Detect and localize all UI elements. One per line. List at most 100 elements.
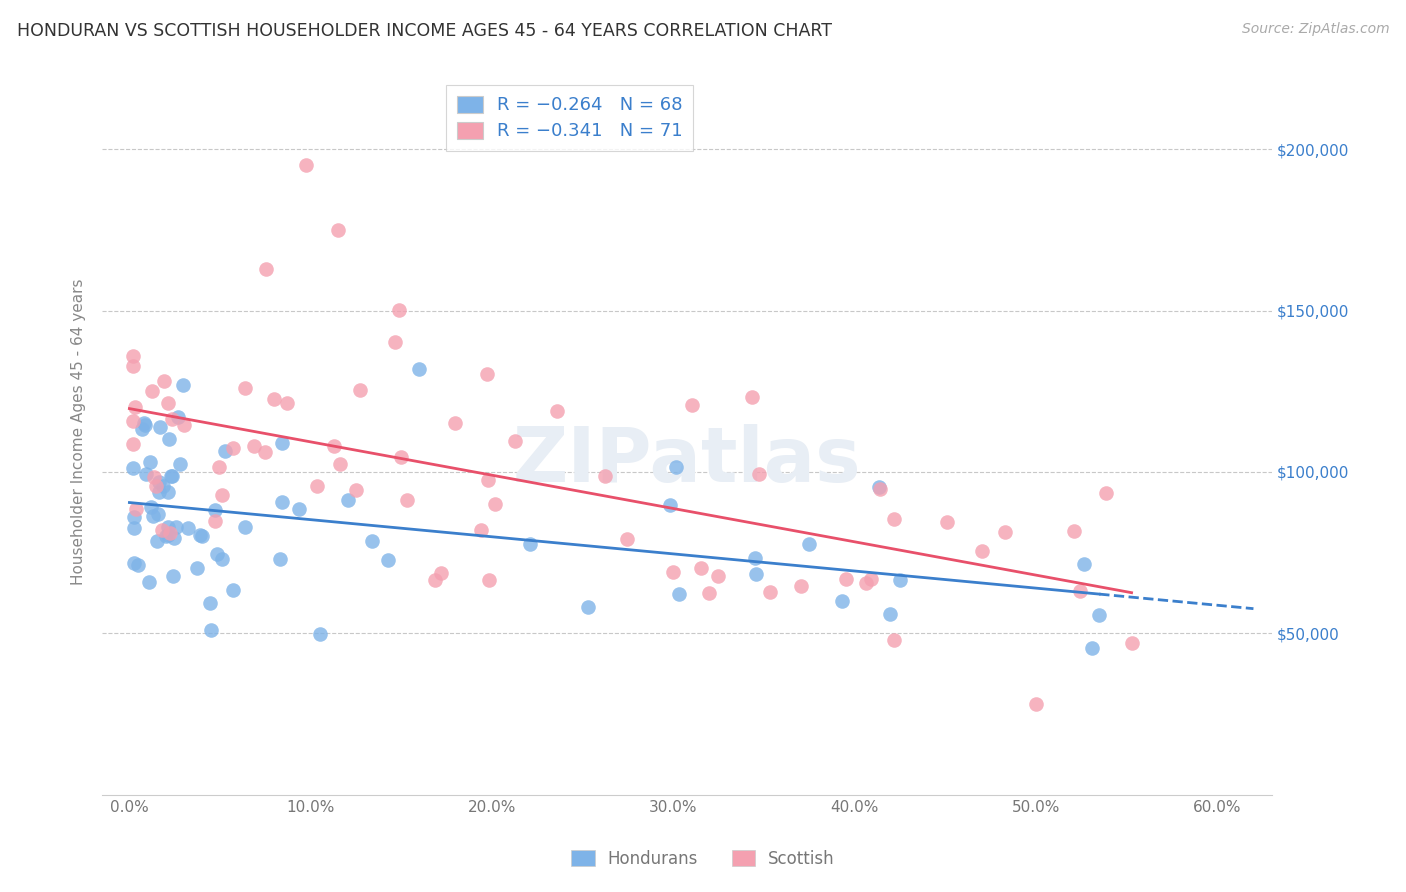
Text: HONDURAN VS SCOTTISH HOUSEHOLDER INCOME AGES 45 - 64 YEARS CORRELATION CHART: HONDURAN VS SCOTTISH HOUSEHOLDER INCOME … [17, 22, 832, 40]
Point [741, 390, 763, 404]
Point [868, 480, 890, 494]
Point [326, 223, 349, 237]
Point [429, 566, 451, 580]
Point [188, 528, 211, 542]
Point [122, 437, 145, 451]
Point [384, 334, 406, 349]
Point [243, 439, 266, 453]
Point [855, 576, 877, 591]
Point [138, 575, 160, 590]
Point [167, 410, 190, 425]
Point [122, 556, 145, 570]
Point [221, 441, 243, 455]
Point [269, 552, 291, 566]
Point [143, 470, 166, 484]
Point [831, 594, 853, 608]
Point [271, 435, 294, 450]
Point [204, 514, 226, 528]
Point [176, 521, 198, 535]
Point [276, 396, 298, 410]
Point [681, 398, 703, 412]
Point [470, 523, 492, 537]
Point [789, 579, 811, 593]
Point [150, 523, 173, 537]
Point [425, 573, 447, 587]
Point [758, 584, 780, 599]
Point [1073, 557, 1095, 571]
Point [935, 515, 957, 529]
Point [546, 404, 568, 418]
Point [477, 368, 499, 382]
Point [308, 626, 330, 640]
Point [408, 361, 430, 376]
Point [505, 434, 527, 449]
Point [970, 544, 993, 558]
Point [662, 565, 685, 579]
Point [142, 509, 165, 524]
Point [254, 261, 277, 276]
Point [697, 586, 720, 600]
Point [122, 349, 145, 363]
Point [159, 526, 181, 541]
Point [156, 520, 179, 534]
Point [337, 493, 360, 508]
Point [153, 374, 176, 388]
Point [149, 419, 172, 434]
Point [122, 414, 145, 428]
Point [145, 479, 167, 493]
Point [162, 569, 184, 583]
Point [305, 479, 328, 493]
Point [270, 495, 292, 509]
Point [889, 573, 911, 587]
Point [235, 381, 257, 395]
Point [389, 450, 412, 465]
Point [360, 534, 382, 549]
Point [593, 469, 616, 483]
Point [477, 474, 499, 488]
Point [162, 531, 184, 545]
Point [134, 417, 156, 432]
Point [139, 455, 162, 469]
Point [344, 483, 367, 497]
Point [132, 417, 155, 431]
Point [157, 396, 180, 410]
Point [165, 520, 187, 534]
Point [159, 433, 181, 447]
Point [668, 587, 690, 601]
Point [860, 572, 883, 586]
Point [388, 303, 411, 318]
Point [690, 560, 713, 574]
Point [124, 501, 146, 516]
Point [519, 537, 541, 551]
Point [208, 460, 231, 475]
Point [706, 569, 728, 583]
Point [744, 550, 766, 565]
Point [879, 607, 901, 621]
Point [122, 520, 145, 534]
Point [616, 532, 638, 546]
Point [869, 482, 891, 496]
Point [1025, 698, 1047, 712]
Point [207, 547, 229, 561]
Point [146, 533, 169, 548]
Point [665, 460, 688, 475]
Point [835, 572, 858, 586]
Point [395, 492, 418, 507]
Point [1121, 636, 1143, 650]
Point [157, 485, 180, 500]
Point [122, 359, 145, 373]
Legend: R = −0.264   N = 68, R = −0.341   N = 71: R = −0.264 N = 68, R = −0.341 N = 71 [447, 85, 693, 152]
Point [186, 561, 208, 575]
Point [211, 488, 233, 502]
Point [169, 457, 191, 471]
Point [127, 558, 149, 573]
Point [172, 378, 194, 392]
Point [576, 600, 599, 615]
Point [253, 445, 276, 459]
Point [1081, 640, 1104, 655]
Point [294, 158, 316, 172]
Point [152, 479, 174, 493]
Point [233, 520, 256, 534]
Point [159, 468, 181, 483]
Point [198, 596, 221, 610]
